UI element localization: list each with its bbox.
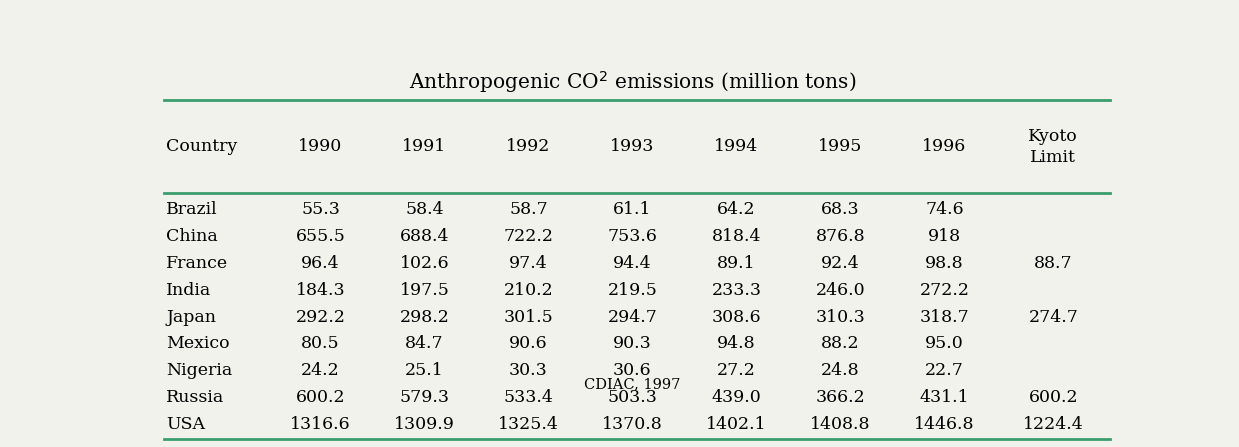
Text: 1316.6: 1316.6 bbox=[290, 416, 351, 433]
Text: 90.3: 90.3 bbox=[613, 335, 652, 352]
Text: 233.3: 233.3 bbox=[711, 282, 762, 299]
Text: 366.2: 366.2 bbox=[815, 389, 865, 406]
Text: 308.6: 308.6 bbox=[711, 308, 761, 325]
Text: 876.8: 876.8 bbox=[815, 228, 865, 245]
Text: 439.0: 439.0 bbox=[711, 389, 761, 406]
Text: 95.0: 95.0 bbox=[926, 335, 964, 352]
Text: Kyoto
Limit: Kyoto Limit bbox=[1028, 128, 1078, 165]
Text: 27.2: 27.2 bbox=[717, 362, 756, 379]
Text: 722.2: 722.2 bbox=[503, 228, 554, 245]
Text: 68.3: 68.3 bbox=[821, 201, 860, 218]
Text: 98.8: 98.8 bbox=[926, 255, 964, 272]
Text: 96.4: 96.4 bbox=[301, 255, 339, 272]
Text: 431.1: 431.1 bbox=[919, 389, 969, 406]
Text: 58.7: 58.7 bbox=[509, 201, 548, 218]
Text: 918: 918 bbox=[928, 228, 961, 245]
Text: 55.3: 55.3 bbox=[301, 201, 339, 218]
Text: 184.3: 184.3 bbox=[296, 282, 346, 299]
Text: 600.2: 600.2 bbox=[1028, 389, 1078, 406]
Text: 25.1: 25.1 bbox=[405, 362, 444, 379]
Text: CDIAC, 1997: CDIAC, 1997 bbox=[585, 377, 680, 391]
Text: 1370.8: 1370.8 bbox=[602, 416, 663, 433]
Text: 24.8: 24.8 bbox=[821, 362, 860, 379]
Text: 88.2: 88.2 bbox=[821, 335, 860, 352]
Text: Nigeria: Nigeria bbox=[166, 362, 233, 379]
Text: 92.4: 92.4 bbox=[821, 255, 860, 272]
Text: 310.3: 310.3 bbox=[815, 308, 865, 325]
Text: 298.2: 298.2 bbox=[399, 308, 450, 325]
Text: 90.6: 90.6 bbox=[509, 335, 548, 352]
Text: 1995: 1995 bbox=[818, 138, 862, 155]
Text: 61.1: 61.1 bbox=[613, 201, 652, 218]
Text: 1224.4: 1224.4 bbox=[1023, 416, 1084, 433]
Text: China: China bbox=[166, 228, 218, 245]
Text: 318.7: 318.7 bbox=[919, 308, 969, 325]
Text: 58.4: 58.4 bbox=[405, 201, 444, 218]
Text: 272.2: 272.2 bbox=[919, 282, 969, 299]
Text: Russia: Russia bbox=[166, 389, 224, 406]
Text: 97.4: 97.4 bbox=[509, 255, 548, 272]
Text: 655.5: 655.5 bbox=[296, 228, 346, 245]
Text: Brazil: Brazil bbox=[166, 201, 218, 218]
Text: Japan: Japan bbox=[166, 308, 217, 325]
Text: 1994: 1994 bbox=[715, 138, 758, 155]
Text: 30.3: 30.3 bbox=[509, 362, 548, 379]
Text: 1990: 1990 bbox=[299, 138, 343, 155]
Text: 94.8: 94.8 bbox=[717, 335, 756, 352]
Text: 219.5: 219.5 bbox=[607, 282, 658, 299]
Text: 64.2: 64.2 bbox=[717, 201, 756, 218]
Text: 80.5: 80.5 bbox=[301, 335, 339, 352]
Text: Mexico: Mexico bbox=[166, 335, 230, 352]
Text: 533.4: 533.4 bbox=[503, 389, 554, 406]
Text: 503.3: 503.3 bbox=[607, 389, 658, 406]
Text: 301.5: 301.5 bbox=[503, 308, 554, 325]
Text: 89.1: 89.1 bbox=[717, 255, 756, 272]
Text: 274.7: 274.7 bbox=[1028, 308, 1078, 325]
Text: 292.2: 292.2 bbox=[295, 308, 346, 325]
Text: 102.6: 102.6 bbox=[400, 255, 450, 272]
Text: 84.7: 84.7 bbox=[405, 335, 444, 352]
Text: 246.0: 246.0 bbox=[815, 282, 865, 299]
Text: 1446.8: 1446.8 bbox=[914, 416, 975, 433]
Text: 1992: 1992 bbox=[507, 138, 550, 155]
Text: 1991: 1991 bbox=[403, 138, 446, 155]
Text: Country: Country bbox=[166, 138, 238, 155]
Text: 294.7: 294.7 bbox=[607, 308, 658, 325]
Text: 1408.8: 1408.8 bbox=[810, 416, 871, 433]
Text: 22.7: 22.7 bbox=[926, 362, 964, 379]
Text: Anthropogenic CO$^2$ emissions (million tons): Anthropogenic CO$^2$ emissions (million … bbox=[409, 69, 856, 95]
Text: France: France bbox=[166, 255, 228, 272]
Text: 94.4: 94.4 bbox=[613, 255, 652, 272]
Text: 74.6: 74.6 bbox=[926, 201, 964, 218]
Text: 24.2: 24.2 bbox=[301, 362, 339, 379]
Text: India: India bbox=[166, 282, 212, 299]
Text: 579.3: 579.3 bbox=[399, 389, 450, 406]
Text: 88.7: 88.7 bbox=[1035, 255, 1073, 272]
Text: 197.5: 197.5 bbox=[399, 282, 450, 299]
Text: 600.2: 600.2 bbox=[296, 389, 346, 406]
Text: 210.2: 210.2 bbox=[503, 282, 554, 299]
Text: 30.6: 30.6 bbox=[613, 362, 652, 379]
Text: USA: USA bbox=[166, 416, 206, 433]
Text: 818.4: 818.4 bbox=[711, 228, 761, 245]
Text: 1402.1: 1402.1 bbox=[706, 416, 767, 433]
Text: 1309.9: 1309.9 bbox=[394, 416, 455, 433]
Text: 1325.4: 1325.4 bbox=[498, 416, 559, 433]
Text: 1996: 1996 bbox=[922, 138, 966, 155]
Text: 1993: 1993 bbox=[611, 138, 654, 155]
Text: 753.6: 753.6 bbox=[607, 228, 658, 245]
Text: 688.4: 688.4 bbox=[400, 228, 450, 245]
